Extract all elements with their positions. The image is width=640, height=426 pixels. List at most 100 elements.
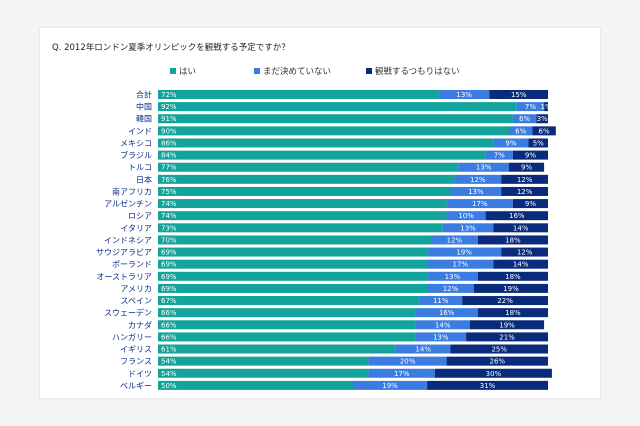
data-label: 13%: [476, 164, 492, 172]
bar-segment-1: [158, 296, 420, 306]
bar-segment-1: [158, 114, 513, 124]
category-label: ブラジル: [120, 150, 152, 160]
bar-segment-2: [427, 259, 494, 269]
bar-segment-3: [501, 247, 548, 257]
data-label: 12%: [447, 236, 463, 244]
data-label: 66%: [161, 309, 177, 317]
bar-segment-3: [477, 235, 548, 245]
bar-segment-1: [158, 356, 369, 366]
stacked-bar-chart: Q. 2012年ロンドン夏季オリンピックを観戦する予定ですか？ はい まだ決めてい…: [52, 42, 556, 390]
category-label: スペイン: [121, 297, 152, 306]
bar-segment-1: [158, 199, 447, 209]
bar-segment-1: [158, 283, 428, 293]
category-label: カナダ: [128, 320, 152, 330]
bar-segment-2: [512, 114, 537, 124]
legend-label-3: 観戦するつもりはない: [375, 66, 460, 77]
data-label: 66%: [161, 333, 177, 341]
bar-segment-3: [485, 211, 548, 221]
category-label: フランス: [120, 357, 152, 366]
bar-segment-2: [442, 223, 494, 233]
category-label: ロシア: [128, 212, 152, 221]
data-label: 6%: [539, 127, 550, 135]
bars: 合計 72% 13% 15% 中国 92% 7% 1% 韓国 91% 6% 3% インド 90% 6% 6% メ…: [96, 90, 556, 390]
data-label: 74%: [161, 200, 177, 208]
data-label: 14%: [513, 261, 529, 269]
data-label: 20%: [400, 358, 416, 366]
data-label: 31%: [480, 382, 496, 390]
bar-segment-1: [158, 308, 416, 318]
legend-swatch-3: [366, 68, 372, 74]
legend-label-1: はい: [179, 67, 196, 77]
bar-segment-3: [528, 138, 548, 148]
bar-segment-2: [485, 150, 513, 160]
bar-segment-2: [446, 211, 486, 221]
data-label: 90%: [161, 127, 177, 135]
bar-segment-2: [450, 186, 502, 196]
data-label: 91%: [161, 115, 177, 123]
bar-segment-1: [158, 126, 509, 136]
bar-segment-3: [509, 162, 545, 172]
data-label: 76%: [161, 176, 177, 184]
data-label: 9%: [521, 164, 532, 172]
bar-segment-3: [477, 308, 548, 318]
category-label: 合計: [136, 90, 152, 100]
bar-segment-3: [493, 223, 548, 233]
bar-segment-1: [158, 162, 459, 172]
bar-segment-3: [544, 102, 548, 112]
data-label: 12%: [443, 285, 459, 293]
bar-segment-3: [501, 186, 548, 196]
bar-segment-1: [158, 235, 431, 245]
bar-segment-2: [427, 247, 502, 257]
data-label: 26%: [490, 358, 506, 366]
data-label: 66%: [161, 321, 177, 329]
bar-segment-1: [158, 223, 443, 233]
data-label: 61%: [161, 346, 177, 354]
data-label: 21%: [499, 333, 515, 341]
data-label: 67%: [161, 297, 177, 305]
data-label: 84%: [161, 152, 177, 160]
category-label: 中国: [136, 102, 152, 112]
data-label: 5%: [533, 139, 544, 147]
bar-segment-3: [501, 174, 548, 184]
bar-segment-2: [427, 283, 474, 293]
data-label: 13%: [460, 224, 476, 232]
category-label: オーストラリア: [96, 272, 152, 281]
category-label: アメリカ: [120, 284, 152, 293]
bar-segment-1: [158, 90, 439, 99]
data-label: 9%: [525, 152, 536, 160]
category-label: 南アフリカ: [112, 186, 152, 196]
category-label: トルコ: [128, 163, 152, 172]
bar-segment-3: [512, 199, 548, 209]
data-label: 13%: [445, 273, 461, 281]
bar-segment-3: [434, 368, 552, 378]
data-label: 14%: [415, 346, 431, 354]
data-label: 10%: [458, 212, 474, 220]
data-label: 19%: [456, 249, 472, 257]
category-label: ポーランド: [112, 260, 152, 269]
bar-segment-1: [158, 186, 451, 196]
bar-segment-3: [536, 114, 548, 124]
data-label: 75%: [161, 188, 177, 196]
bar-segment-3: [489, 90, 548, 99]
bar-segment-1: [158, 138, 494, 148]
data-label: 77%: [161, 164, 177, 172]
legend: はい まだ決めていない 観戦するつもりはない: [170, 66, 460, 77]
bar-segment-3: [473, 283, 548, 293]
data-label: 54%: [161, 370, 177, 378]
data-label: 69%: [161, 285, 177, 293]
bar-segment-3: [470, 320, 545, 330]
data-label: 6%: [515, 127, 526, 135]
data-label: 11%: [433, 297, 449, 305]
bar-segment-2: [431, 235, 478, 245]
bar-segment-3: [462, 296, 548, 306]
data-label: 69%: [161, 273, 177, 281]
data-label: 18%: [505, 309, 521, 317]
bar-segment-1: [158, 174, 455, 184]
bar-segment-1: [158, 344, 396, 354]
data-label: 69%: [161, 249, 177, 257]
bar-segment-1: [158, 150, 486, 160]
bar-segment-2: [395, 344, 451, 354]
bar-segment-1: [158, 247, 428, 257]
category-label: サウジアラビア: [96, 248, 152, 257]
data-label: 72%: [161, 91, 177, 99]
